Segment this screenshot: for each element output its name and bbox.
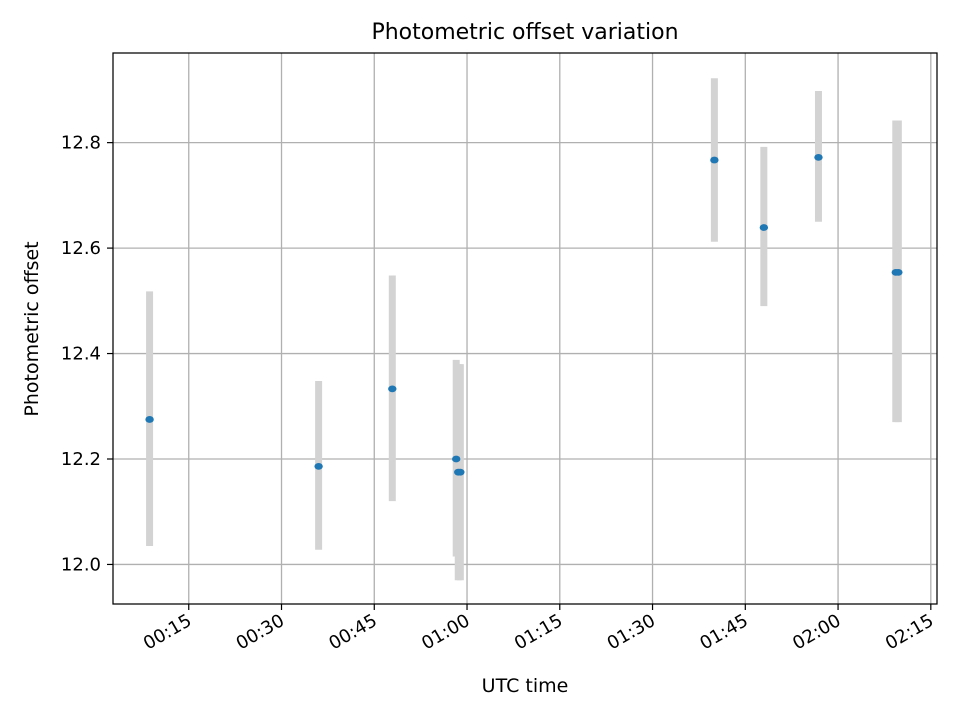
- data-point: [452, 455, 461, 463]
- y-tick-label: 12.0: [61, 554, 101, 575]
- grid-lines: [113, 53, 937, 604]
- y-axis-label: Photometric offset: [21, 241, 43, 416]
- data-point: [314, 462, 323, 470]
- data-point: [894, 268, 903, 276]
- y-tick-label: 12.4: [61, 344, 101, 365]
- data-point: [145, 416, 154, 423]
- chart-title: Photometric offset variation: [371, 20, 678, 45]
- data-points: [145, 154, 903, 476]
- data-point: [814, 154, 823, 161]
- y-axis-ticks: 12.0 12.2 12.4 12.6 12.8: [61, 133, 113, 575]
- y-tick-label: 12.8: [61, 133, 101, 154]
- x-axis-label: UTC time: [482, 675, 569, 697]
- data-point: [710, 156, 719, 164]
- data-point: [759, 224, 769, 231]
- data-point: [456, 468, 465, 476]
- data-point: [388, 385, 397, 393]
- y-tick-label: 12.6: [61, 238, 101, 259]
- y-tick-label: 12.2: [61, 449, 101, 470]
- axes-frame: [112, 52, 938, 605]
